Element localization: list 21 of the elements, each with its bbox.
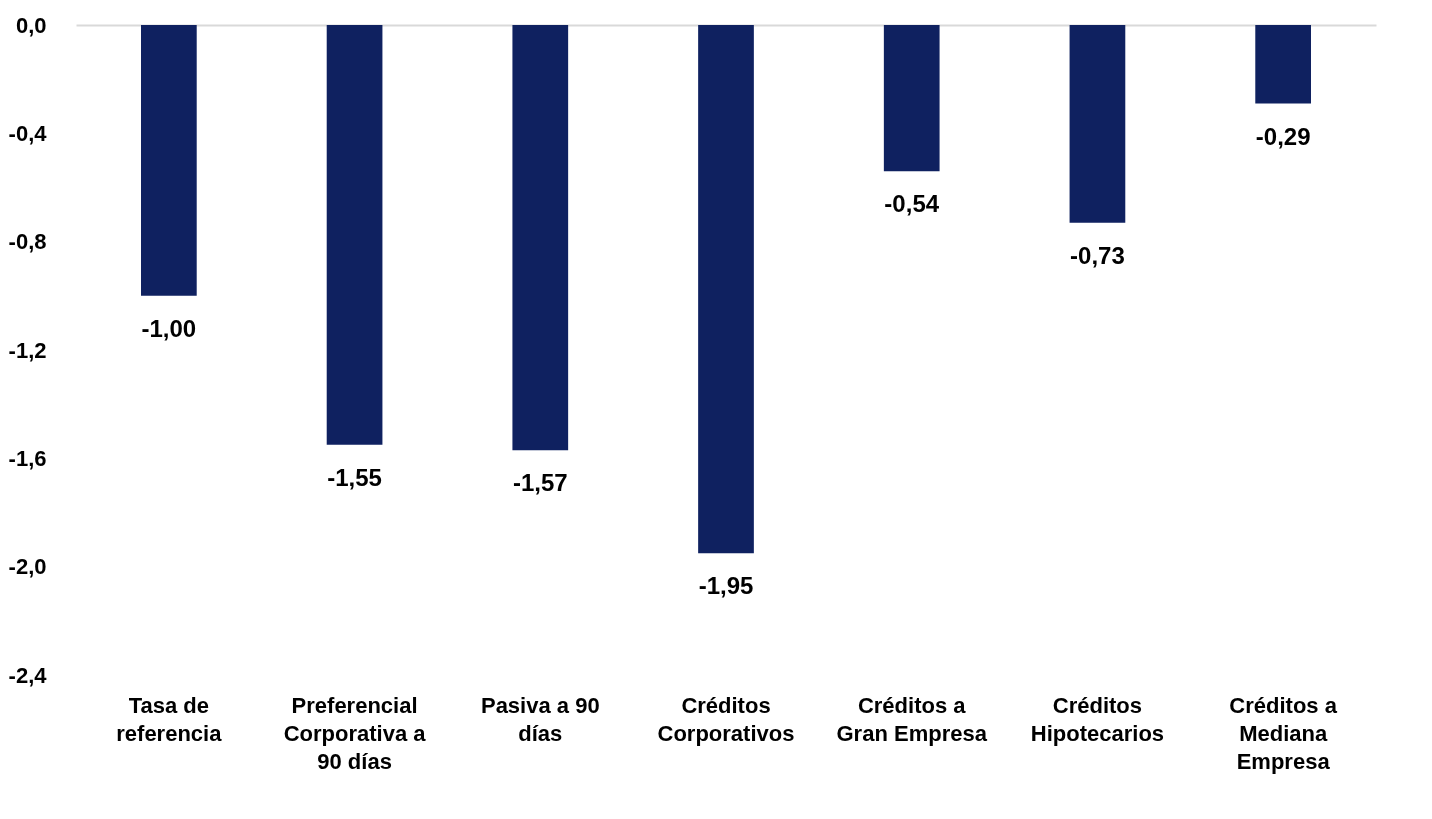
x-tick-label: Tasa de referencia: [116, 692, 223, 746]
data-label: -1,55: [327, 463, 382, 491]
y-tick-label: -0,8: [8, 229, 47, 255]
x-tick-label: Créditos Hipotecarios: [1030, 692, 1165, 746]
data-label: -0,54: [884, 190, 940, 218]
data-label: -1,95: [698, 572, 754, 600]
y-tick-label: -0,4: [8, 120, 48, 146]
x-tick-label: Créditos a Mediana Empresa: [1229, 692, 1338, 774]
data-label: -1,00: [141, 314, 197, 342]
y-tick-label: 0,0: [15, 12, 47, 38]
y-tick-label: -2,0: [8, 554, 47, 580]
data-label: -0,29: [1255, 122, 1311, 150]
x-tick-label: Créditos Corporativos: [657, 692, 795, 746]
y-tick-label: -1,6: [8, 445, 47, 471]
y-tick-label: -1,2: [8, 337, 47, 363]
y-tick-label: -2,4: [8, 662, 48, 688]
x-tick-label: Preferencial Corporativa a 90 días: [283, 692, 427, 774]
x-tick-label: Pasiva a 90 días: [480, 692, 600, 746]
x-tick-label: Créditos a Gran Empresa: [836, 692, 988, 746]
data-label: -0,73: [1070, 241, 1125, 269]
data-label: -1,57: [512, 469, 568, 497]
